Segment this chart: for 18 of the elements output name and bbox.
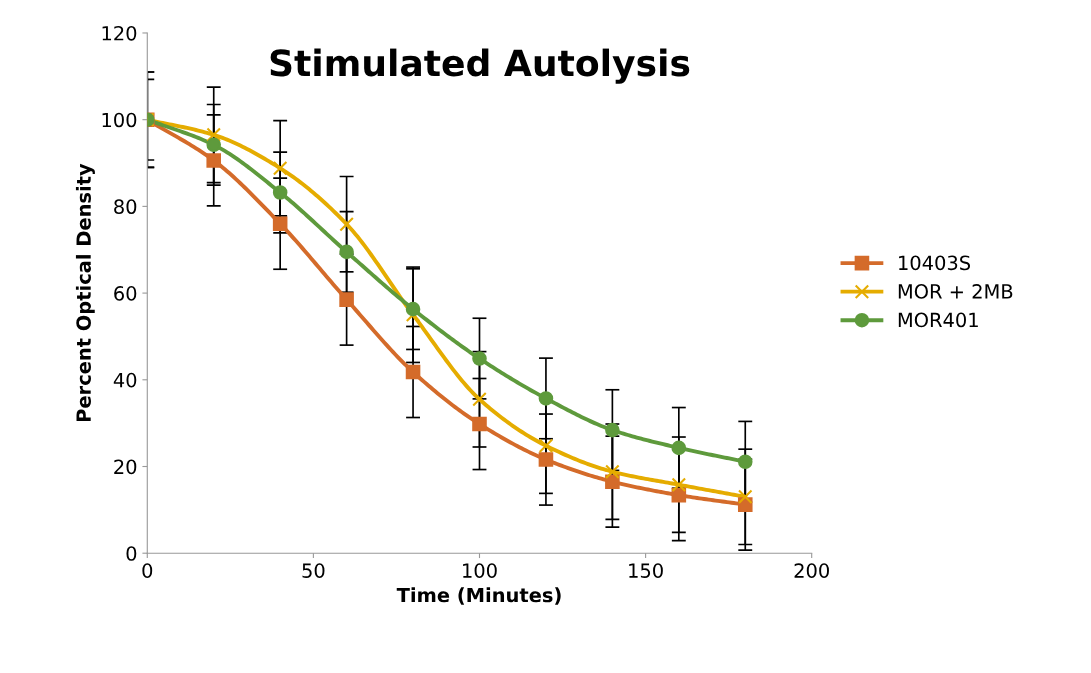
y-tick-label: 60 bbox=[114, 286, 137, 301]
x-tick-label: 150 bbox=[629, 563, 663, 578]
legend-label: MOR401 bbox=[898, 312, 978, 328]
y-tick-label: 120 bbox=[102, 25, 137, 41]
x-axis-title: Time (Minutes) bbox=[396, 587, 561, 605]
y-tick-label: 20 bbox=[114, 459, 137, 475]
x-tick-label: 0 bbox=[142, 563, 153, 578]
y-tick-label: 40 bbox=[113, 372, 137, 388]
x-tick-label: 200 bbox=[794, 563, 829, 578]
chart-title: Stimulated Autolysis bbox=[270, 48, 690, 84]
legend-label: 10403S bbox=[899, 255, 971, 271]
y-tick-label: 0 bbox=[126, 546, 137, 561]
y-tick-label: 80 bbox=[114, 199, 137, 215]
x-tick-label: 100 bbox=[463, 563, 497, 578]
y-tick-label: 100 bbox=[102, 112, 137, 128]
y-axis-title: Percent Optical Density bbox=[75, 163, 95, 422]
legend-label: MOR + 2MB bbox=[898, 284, 1013, 299]
x-tick-label: 50 bbox=[302, 563, 325, 578]
